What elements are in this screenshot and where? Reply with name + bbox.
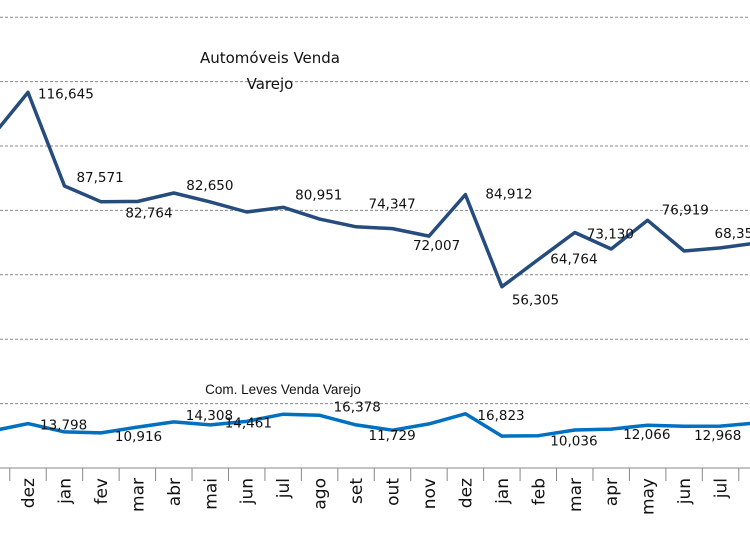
x-tick-label: set [347,478,367,504]
data-labels: 116,645 87,571 82,764 82,650 80,951 74,347 72,… [38,86,750,449]
data-label: 10,036 [550,434,597,450]
x-tick-label: out [384,478,404,506]
x-tick-label: jul [712,478,732,499]
x-tick-label: jun [238,478,258,505]
x-tick-label: feb [529,478,549,505]
data-label: 16,378 [334,399,381,415]
x-tick-label: may [639,478,659,515]
data-label: 76,919 [662,202,709,218]
data-label: 12,066 [623,427,670,443]
series-title-automoveis-line2: Varejo [247,75,294,93]
data-label: 84,912 [485,187,532,203]
x-axis-ticks: dez jan fev mar abr mai jun jul ago set out nov dez j… [9,468,740,515]
data-label: 13,798 [40,418,87,434]
data-label: 64,764 [550,251,597,267]
x-tick-label: mai [201,478,221,510]
x-tick-label: dez [19,478,39,508]
series-lines [0,90,750,438]
series-title-automoveis-line1: Automóveis Venda [200,49,340,67]
data-label: 10,916 [115,429,162,445]
x-tick-label: jun [675,478,695,505]
series-line-1 [0,412,750,438]
data-label: 82,650 [186,178,233,194]
gridlines [0,16,750,405]
data-label: 12,968 [694,428,741,444]
x-tick-label: jan [55,478,75,505]
x-tick-label: dez [456,478,476,508]
x-tick-label: ago [311,478,331,510]
data-label: 14,308 [186,408,233,424]
series-line-0 [0,90,750,289]
data-label: 56,305 [512,293,559,309]
data-label: 72,007 [413,238,460,254]
data-label: 80,951 [295,187,342,203]
x-tick-label: apr [602,478,622,506]
data-label: 82,764 [125,205,172,221]
data-label: 73,130 [587,227,634,243]
data-label: 16,823 [477,408,524,424]
data-label: 116,645 [38,86,94,102]
data-label: 74,347 [369,197,416,213]
x-tick-label: mar [566,478,586,512]
data-label: 68,35 [715,226,750,242]
data-label: 11,729 [369,428,416,444]
x-tick-label: fev [92,478,112,505]
x-tick-label: jul [274,478,294,499]
series-title-com-leves: Com. Leves Venda Varejo [205,382,361,397]
x-tick-label: abr [165,478,185,506]
x-tick-label: jan [493,478,513,505]
x-tick-label: nov [420,478,440,509]
data-label: 87,571 [76,170,123,186]
data-label: 14,461 [225,415,272,431]
x-tick-label: mar [128,478,148,512]
